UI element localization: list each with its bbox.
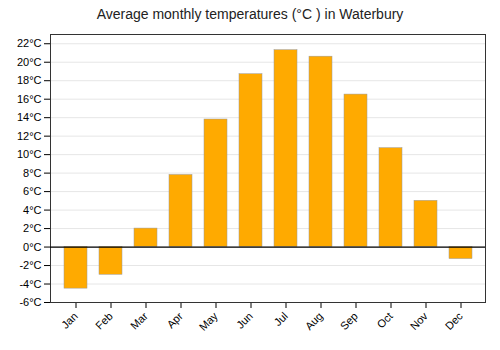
svg-text:Nov: Nov <box>408 309 431 332</box>
svg-text:14°C: 14°C <box>17 111 42 123</box>
svg-text:20°C: 20°C <box>17 56 42 68</box>
svg-text:16°C: 16°C <box>17 93 42 105</box>
svg-text:10°C: 10°C <box>17 148 42 160</box>
svg-text:Jan: Jan <box>59 310 80 331</box>
svg-text:6°C: 6°C <box>23 185 42 197</box>
svg-text:Aug: Aug <box>303 310 325 332</box>
svg-text:Jun: Jun <box>234 310 255 331</box>
svg-text:0°C: 0°C <box>23 241 42 253</box>
svg-text:Jul: Jul <box>271 310 289 328</box>
svg-text:18°C: 18°C <box>17 74 42 86</box>
svg-text:Sep: Sep <box>338 310 360 332</box>
html-text:Average monthly temperatures (: Average monthly temperatures (°C ) in Wa… <box>96 6 404 22</box>
svg-text:May: May <box>197 309 221 333</box>
svg-text:Feb: Feb <box>93 310 115 332</box>
svg-text:Mar: Mar <box>128 310 150 332</box>
svg-text:12°C: 12°C <box>17 130 42 142</box>
svg-text:8°C: 8°C <box>23 167 42 179</box>
svg-text:Oct: Oct <box>374 310 395 331</box>
svg-text:4°C: 4°C <box>23 204 42 216</box>
svg-text:-4°C: -4°C <box>19 278 41 290</box>
svg-text:Dec: Dec <box>443 309 466 332</box>
svg-text:-2°C: -2°C <box>19 259 41 271</box>
svg-text:Apr: Apr <box>164 310 185 331</box>
svg-text:22°C: 22°C <box>17 37 42 49</box>
svg-text:2°C: 2°C <box>23 222 42 234</box>
svg-text:-6°C: -6°C <box>19 296 41 308</box>
